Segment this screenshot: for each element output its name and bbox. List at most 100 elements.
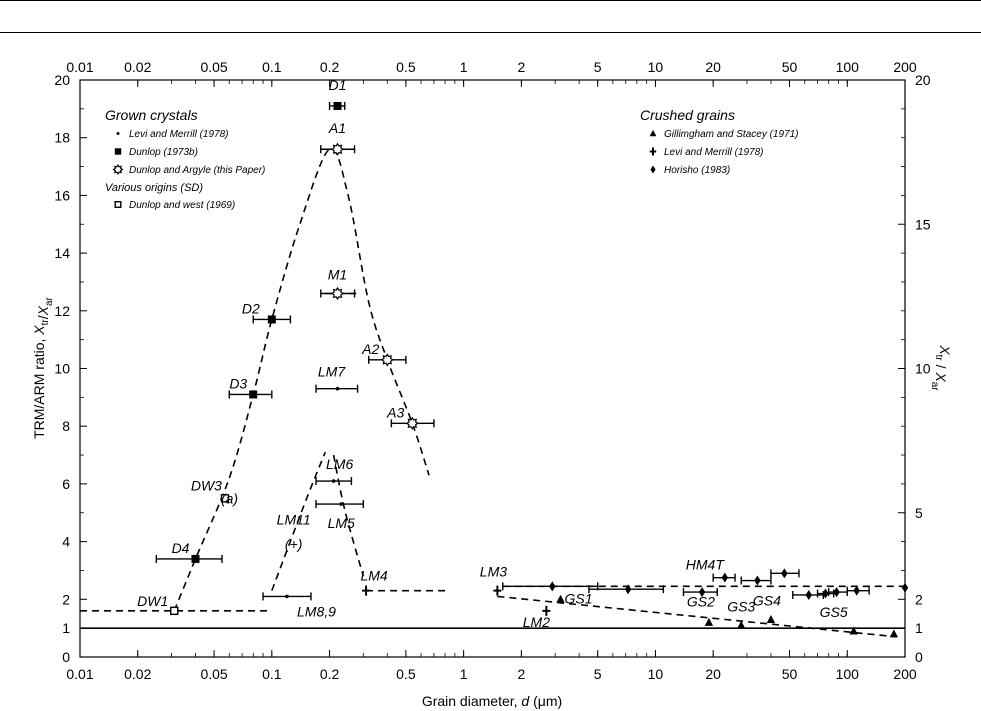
x-tick-label-bottom: 0.02 xyxy=(124,666,151,682)
point-label: DW3 xyxy=(191,477,222,493)
marker-filled-square xyxy=(114,148,122,155)
legend-title: Crushed grains xyxy=(640,107,735,123)
marker-open-square xyxy=(170,606,179,616)
x-tick-label-bottom: 0.2 xyxy=(320,666,340,682)
legend-crushed-grains: Crushed grains Gillimgham and Stacey (197… xyxy=(640,107,799,176)
x-tick-label-top: 0.2 xyxy=(320,59,340,75)
y-tick-label-left: 4 xyxy=(62,534,70,550)
y-tick-label-left: 16 xyxy=(54,187,70,203)
x-tick-label-bottom: 0.1 xyxy=(262,666,282,682)
marker-filled-diamond xyxy=(805,589,812,600)
x-tick-label-top: 200 xyxy=(893,59,917,75)
point-label: (a) xyxy=(221,490,238,506)
x-tick-label-top: 0.5 xyxy=(396,59,416,75)
x-tick-label-top: 0.02 xyxy=(124,59,151,75)
legend-item-label: Levi and Merrill (1978) xyxy=(664,147,764,158)
y-tick-label-left: 18 xyxy=(54,130,70,146)
marker-filled-diamond xyxy=(549,581,556,592)
marker-filled-diamond xyxy=(781,568,788,579)
marker-filled-triangle xyxy=(889,629,899,638)
x-tick-label-top: 0.05 xyxy=(200,59,227,75)
y-tick-label-right: 5 xyxy=(915,505,923,521)
marker-filled-triangle xyxy=(737,620,746,629)
x-axis-title: Grain diameter, d (μm) xyxy=(422,693,562,709)
trend-curve xyxy=(332,454,365,577)
marker-plus xyxy=(493,585,502,596)
points-layer xyxy=(170,101,909,638)
y-tick-label-left: 6 xyxy=(62,476,70,492)
marker-filled-triangle xyxy=(766,614,776,623)
y-tick-label-left: 1 xyxy=(62,620,70,636)
x-tick-label-top: 2 xyxy=(517,59,525,75)
marker-filled-triangle xyxy=(649,129,657,137)
point-label: D1 xyxy=(329,77,347,93)
point-label: LM3 xyxy=(480,564,507,580)
y-tick-label-left: 0 xyxy=(62,649,70,665)
marker-filled-diamond xyxy=(698,587,706,598)
point-labels-layer: D1 A1 M1 D2 A2 LM7 D3 A3 LM6 DW3 LM5 D4 LM4 LM8,9 DW1 L… xyxy=(137,77,848,630)
y-tick-label-left: 14 xyxy=(54,245,70,261)
marker-filled-diamond xyxy=(822,588,829,599)
point-label: D2 xyxy=(242,300,260,316)
x-tick-label-top: 0.1 xyxy=(262,59,282,75)
y-tick-label-left: 8 xyxy=(62,418,70,434)
legend-item-label: Dunlop and west (1969) xyxy=(129,200,235,211)
x-tick-label-bottom: 1 xyxy=(460,666,468,682)
legend-item-label: Gillimgham and Stacey (1971) xyxy=(664,129,799,140)
point-label: M1 xyxy=(328,266,347,282)
point-label: LM5 xyxy=(328,515,355,531)
legend-grown-crystals: Grown crystals Levi and Merrill (1978) Dun… xyxy=(105,107,265,211)
point-label: GS3 xyxy=(727,598,755,614)
y-tick-label-right: 15 xyxy=(915,216,931,232)
right-axis-title: Xtr / Xar xyxy=(929,344,953,391)
point-label: D4 xyxy=(172,540,190,556)
legend-item-label: Dunlop (1973b) xyxy=(129,147,198,158)
marker-filled-diamond xyxy=(650,165,656,174)
x-tick-label-bottom: 0.5 xyxy=(396,666,416,682)
marker-filled-diamond xyxy=(624,584,632,595)
y-tick-label-left: 20 xyxy=(54,72,70,88)
marker-filled-triangle xyxy=(556,594,565,603)
marker-filled-diamond xyxy=(853,585,860,596)
legend-item-label: Dunlop and Argyle (this Paper) xyxy=(129,165,265,176)
x-ticks-bottom: 0.01 0.02 0.05 0.1 0.2 0.5 1 2 5 10 20 50 100 200 xyxy=(66,650,917,682)
x-tick-label-top: 1 xyxy=(460,59,468,75)
annotation-text: LM11 xyxy=(277,511,311,527)
point-label: DW1 xyxy=(137,593,168,609)
marker-filled-square xyxy=(267,315,276,324)
x-tick-label-bottom: 5 xyxy=(594,666,602,682)
x-tick-label-top: 0.01 xyxy=(66,59,93,75)
marker-filled-square xyxy=(191,554,200,563)
legend-item-label: Levi and Merrill (1978) xyxy=(129,129,229,140)
marker-small-dot xyxy=(339,502,343,506)
x-tick-label-bottom: 0.05 xyxy=(200,666,227,682)
point-label: LM8,9 xyxy=(297,603,336,619)
annotation-text: (+) xyxy=(285,536,303,552)
marker-filled-diamond xyxy=(721,572,729,583)
marker-open-star xyxy=(112,163,124,176)
marker-filled-diamond xyxy=(833,587,840,598)
x-tick-label-bottom: 2 xyxy=(517,666,525,682)
legend-title: Grown crystals xyxy=(105,107,198,123)
y-axis-title: TRM/ARM ratio, Xtr/Xar xyxy=(31,296,55,438)
point-label: A3 xyxy=(386,404,404,420)
marker-filled-square xyxy=(249,390,258,399)
x-tick-label-bottom: 50 xyxy=(782,666,798,682)
marker-open-square xyxy=(114,200,122,208)
marker-open-star xyxy=(380,353,394,367)
marker-small-dot xyxy=(331,479,336,483)
marker-open-star xyxy=(330,142,345,156)
marker-filled-square xyxy=(333,101,342,110)
marker-filled-triangle xyxy=(704,617,714,626)
legend-item-label: Horisho (1983) xyxy=(664,165,730,176)
trend-curve xyxy=(271,451,327,591)
marker-small-dot xyxy=(335,386,340,391)
point-label: GS5 xyxy=(820,604,848,620)
marker-plus xyxy=(542,605,551,616)
marker-filled-diamond xyxy=(901,582,909,593)
trend-curve xyxy=(497,595,897,638)
x-tick-label-bottom: 20 xyxy=(705,666,721,682)
marker-open-star xyxy=(330,286,345,301)
x-tick-label-top: 100 xyxy=(836,59,860,75)
